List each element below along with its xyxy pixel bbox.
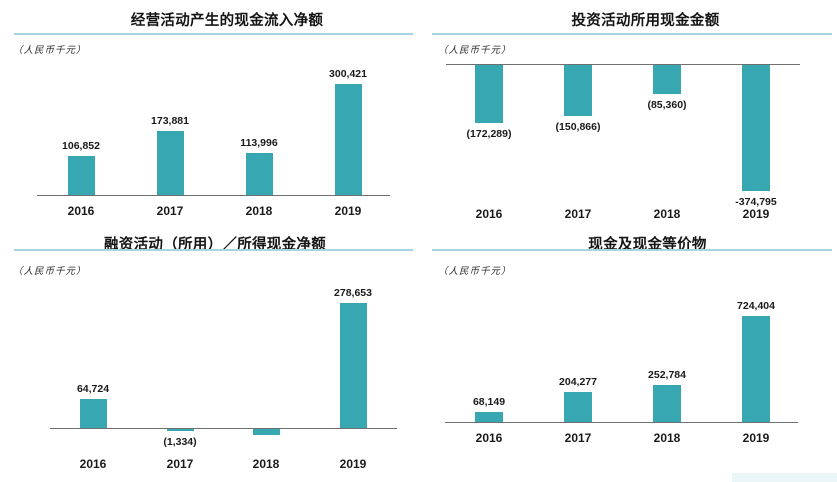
- chart-financing-net-cash-panel: 融资活动（所用）／所得现金净额 （人民币千元） 64,724 2016 (1,334…: [0, 230, 418, 482]
- chart-title: 经营活动产生的现金流入净额: [130, 13, 324, 29]
- bar-2019: [339, 303, 367, 428]
- bar-2017: [166, 429, 194, 431]
- title-underline: [14, 249, 413, 251]
- x-axis-line: [37, 195, 390, 196]
- value-label-2017: 173,881: [151, 115, 189, 127]
- value-label-2016: 106,852: [62, 140, 100, 152]
- x-tick-2018: 2018: [653, 431, 681, 445]
- value-label-2019: -374,795: [735, 196, 777, 208]
- x-tick-2019: 2019: [742, 431, 770, 445]
- x-axis-line: [445, 422, 798, 423]
- bar-2017: [156, 131, 184, 195]
- chart-title: 投资活动所用现金金额: [571, 13, 720, 29]
- bar-2017: [564, 392, 592, 422]
- bar-2018: [653, 65, 681, 94]
- x-tick-2018: 2018: [252, 457, 280, 471]
- title-underline: [432, 249, 832, 251]
- title-underline: [14, 33, 413, 35]
- chart-investing-cash-used-panel: 投资活动所用现金金额 （人民币千元） (172,289) 2016 (150,866…: [418, 0, 837, 230]
- bar-2019: [742, 316, 770, 422]
- x-tick-2016: 2016: [475, 207, 503, 221]
- bar-2018: [245, 153, 273, 195]
- value-label-2016: 68,149: [472, 396, 506, 408]
- bar-2017: [564, 65, 592, 116]
- plot-area: 64,724 2016 (1,334) 2017 2018 278,653 2019: [0, 230, 418, 482]
- bar-2016: [79, 399, 107, 428]
- bar-2018: [653, 385, 681, 422]
- value-label-2017: (1,334): [163, 436, 197, 448]
- value-label-2018: 113,996: [240, 137, 278, 149]
- x-tick-2017: 2017: [166, 457, 194, 471]
- value-label-2016: 64,724: [76, 383, 110, 395]
- x-tick-2017: 2017: [564, 431, 592, 445]
- x-tick-2016: 2016: [475, 431, 503, 445]
- chart-operating-cash-inflow-panel: 经营活动产生的现金流入净额 （人民币千元） 106,852 2016 173,881…: [0, 0, 418, 230]
- unit-label: （人民币千元）: [13, 266, 87, 277]
- value-label-2016: (172,289): [466, 128, 512, 140]
- unit-label: （人民币千元）: [438, 266, 512, 277]
- selection-highlight-artifact: [732, 473, 837, 482]
- chart-cash-equivalents-panel: 现金及现金等价物 （人民币千元） 68,149 2016 204,277 2017 25…: [418, 230, 837, 482]
- unit-label: （人民币千元）: [13, 45, 87, 56]
- bar-2019: [742, 65, 770, 191]
- bar-2016: [67, 156, 95, 195]
- x-tick-2016: 2016: [79, 457, 107, 471]
- plot-area: 106,852 2016 173,881 2017 113,996 2018 300,421…: [0, 0, 418, 230]
- bar-2016: [475, 65, 503, 123]
- value-label-2017: 204,277: [559, 376, 597, 388]
- x-tick-2016: 2016: [67, 204, 95, 218]
- x-axis-line: [50, 428, 397, 429]
- x-tick-2019: 2019: [339, 457, 367, 471]
- x-tick-2017: 2017: [564, 207, 592, 221]
- x-tick-2018: 2018: [653, 207, 681, 221]
- value-label-2017: (150,866): [555, 121, 601, 133]
- value-label-2018: 252,784: [648, 369, 686, 381]
- plot-area: (172,289) 2016 (150,866) 2017 (85,360) 2018 -3…: [418, 0, 837, 230]
- bar-2016: [475, 412, 503, 422]
- value-label-2019: 724,404: [737, 300, 775, 312]
- title-underline: [432, 33, 832, 35]
- unit-label: （人民币千元）: [438, 45, 512, 56]
- x-tick-2017: 2017: [156, 204, 184, 218]
- x-axis-line: [446, 64, 800, 65]
- value-label-2018: (85,360): [647, 99, 687, 111]
- plot-area: 68,149 2016 204,277 2017 252,784 2018 724,404 2…: [418, 230, 837, 482]
- value-label-2019: 278,653: [334, 287, 372, 299]
- bar-2019: [334, 84, 362, 195]
- bar-2018: [252, 429, 280, 435]
- x-tick-2018: 2018: [245, 204, 273, 218]
- x-tick-2019: 2019: [334, 204, 362, 218]
- value-label-2019: 300,421: [329, 68, 367, 80]
- x-tick-2019: 2019: [742, 207, 770, 221]
